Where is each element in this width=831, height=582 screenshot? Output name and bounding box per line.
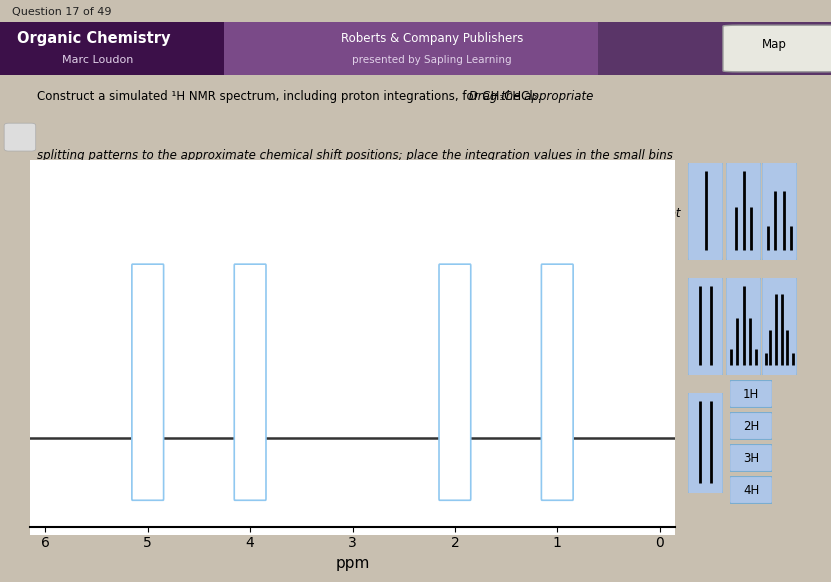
Text: 4H: 4H [743, 484, 760, 496]
FancyBboxPatch shape [761, 160, 798, 263]
Text: presented by Sapling Learning: presented by Sapling Learning [352, 55, 512, 65]
Text: Drag the appropriate: Drag the appropriate [465, 90, 593, 103]
Text: Map: Map [762, 38, 787, 51]
FancyBboxPatch shape [4, 123, 36, 151]
FancyBboxPatch shape [132, 264, 164, 501]
FancyBboxPatch shape [234, 264, 266, 501]
FancyBboxPatch shape [723, 25, 831, 72]
FancyBboxPatch shape [237, 359, 263, 406]
FancyBboxPatch shape [544, 359, 571, 406]
Text: 2H: 2H [743, 420, 760, 432]
Text: above the associated chemical shift. Splitting patterns and integrations may be : above the associated chemical shift. Spl… [37, 207, 681, 220]
FancyBboxPatch shape [729, 412, 773, 440]
Text: indicate proton integrations.: indicate proton integrations. [37, 324, 206, 336]
FancyBboxPatch shape [687, 160, 724, 263]
Text: Construct a simulated ¹H NMR spectrum, including proton integrations, for CH₃CHC: Construct a simulated ¹H NMR spectrum, i… [37, 90, 542, 103]
FancyBboxPatch shape [135, 359, 161, 406]
FancyBboxPatch shape [729, 444, 773, 472]
FancyBboxPatch shape [687, 390, 724, 496]
FancyBboxPatch shape [0, 22, 224, 75]
FancyBboxPatch shape [729, 476, 773, 504]
FancyBboxPatch shape [687, 275, 724, 378]
FancyBboxPatch shape [725, 160, 762, 263]
FancyBboxPatch shape [598, 22, 831, 75]
Text: Organic Chemistry: Organic Chemistry [17, 31, 170, 47]
FancyBboxPatch shape [541, 264, 573, 501]
X-axis label: ppm: ppm [336, 556, 370, 571]
Text: Marc Loudon: Marc Loudon [62, 55, 134, 65]
Text: Roberts & Company Publishers: Roberts & Company Publishers [341, 33, 524, 45]
FancyBboxPatch shape [224, 22, 598, 75]
Text: at all, as needed. Likewise, some bins might remain blank. Note that peak height: at all, as needed. Likewise, some bins m… [37, 265, 670, 278]
Text: 1H: 1H [743, 388, 760, 400]
FancyBboxPatch shape [725, 275, 762, 378]
Text: 3H: 3H [743, 452, 759, 464]
FancyBboxPatch shape [439, 264, 470, 501]
FancyBboxPatch shape [729, 380, 773, 408]
Text: Question 17 of 49: Question 17 of 49 [12, 7, 111, 17]
FancyBboxPatch shape [441, 359, 468, 406]
FancyBboxPatch shape [761, 275, 798, 378]
Text: splitting patterns to the approximate chemical shift positions; place the integr: splitting patterns to the approximate ch… [37, 148, 673, 162]
